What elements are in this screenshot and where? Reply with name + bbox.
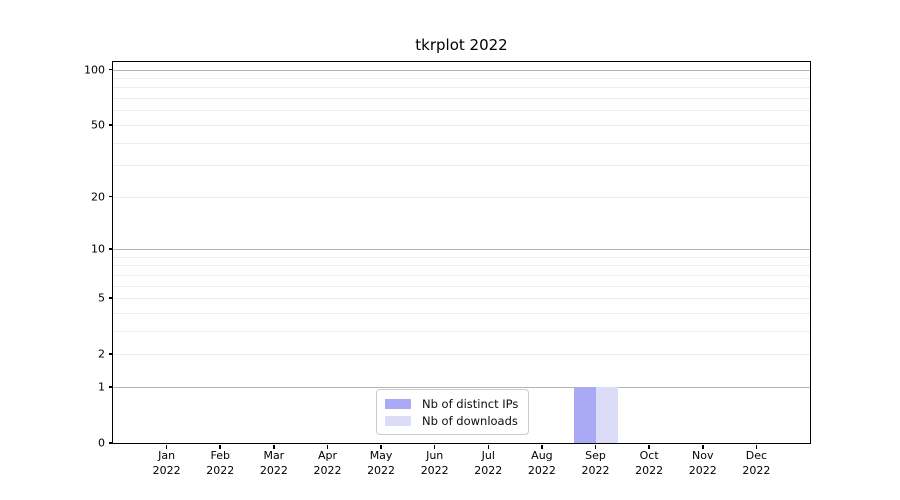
x-tick-label: Jun 2022	[420, 449, 449, 477]
minor-gridline	[113, 330, 810, 332]
minor-gridline	[113, 165, 810, 167]
legend-entry-downloads: Nb of downloads	[385, 412, 518, 429]
x-tick-mark	[541, 444, 543, 449]
y-tick-mark	[109, 248, 113, 250]
x-tick-mark	[487, 444, 490, 449]
legend-entry-distinct-ips: Nb of distinct IPs	[385, 395, 518, 412]
minor-gridline	[113, 78, 810, 80]
minor-gridline	[113, 298, 810, 300]
x-tick-label: Jul 2022	[474, 449, 503, 477]
minor-gridline	[113, 142, 810, 144]
minor-gridline	[113, 354, 810, 356]
legend-label-distinct-ips: Nb of distinct IPs	[422, 396, 519, 411]
minor-gridline	[113, 110, 810, 112]
y-tick-mark	[109, 68, 113, 71]
minor-gridline	[113, 196, 810, 198]
x-tick-mark	[273, 444, 275, 449]
plot-area: Nb of distinct IPs Nb of downloads	[112, 61, 811, 444]
y-tick-label: 10	[91, 242, 105, 256]
x-tick-label: Aug 2022	[527, 449, 556, 477]
y-tick-mark	[109, 386, 113, 388]
x-tick-label: Dec 2022	[742, 449, 771, 477]
y-tick-mark	[109, 442, 113, 444]
y-tick-mark	[109, 124, 113, 126]
x-tick-mark	[380, 444, 382, 449]
minor-gridline	[113, 265, 810, 267]
bar-nb-of-downloads	[595, 386, 618, 443]
x-tick-label: May 2022	[367, 449, 396, 477]
x-tick-label: Nov 2022	[688, 449, 717, 477]
y-tick-mark	[109, 353, 113, 355]
minor-gridline	[113, 274, 810, 276]
major-gridline	[113, 386, 810, 388]
minor-gridline	[113, 124, 810, 126]
x-tick-mark	[326, 444, 329, 449]
minor-gridline	[113, 98, 810, 100]
minor-gridline	[113, 256, 810, 258]
x-tick-mark	[648, 444, 650, 449]
bar-nb-of-distinct-ips	[573, 386, 596, 443]
x-tick-mark	[594, 444, 597, 449]
legend-swatch-downloads	[385, 415, 411, 426]
y-tick-label: 1	[98, 380, 105, 394]
legend-label-downloads: Nb of downloads	[422, 413, 518, 428]
minor-gridline	[113, 87, 810, 89]
y-tick-label: 100	[84, 63, 105, 77]
x-tick-label: Feb 2022	[206, 449, 235, 477]
x-tick-label: Oct 2022	[635, 449, 664, 477]
major-gridline	[113, 69, 810, 71]
y-tick-mark	[109, 297, 113, 299]
chart-title: tkrplot 2022	[415, 36, 508, 54]
x-tick-mark	[433, 444, 436, 449]
major-gridline	[113, 249, 810, 250]
x-tick-label: Mar 2022	[259, 449, 288, 477]
x-tick-mark	[165, 444, 168, 449]
y-tick-label: 50	[91, 118, 105, 132]
x-tick-label: Sep 2022	[581, 449, 610, 477]
x-tick-mark	[219, 444, 221, 449]
x-tick-label: Apr 2022	[313, 449, 342, 477]
y-tick-label: 5	[98, 291, 105, 305]
legend-swatch-distinct-ips	[385, 398, 411, 409]
x-tick-label: Jan 2022	[152, 449, 181, 477]
y-tick-label: 20	[91, 190, 105, 204]
y-tick-label: 0	[98, 436, 105, 450]
x-tick-mark	[755, 444, 758, 449]
legend: Nb of distinct IPs Nb of downloads	[376, 389, 530, 435]
y-tick-label: 2	[98, 347, 105, 361]
minor-gridline	[113, 285, 810, 287]
minor-gridline	[113, 312, 810, 314]
x-tick-mark	[702, 444, 704, 449]
y-tick-mark	[109, 195, 113, 198]
